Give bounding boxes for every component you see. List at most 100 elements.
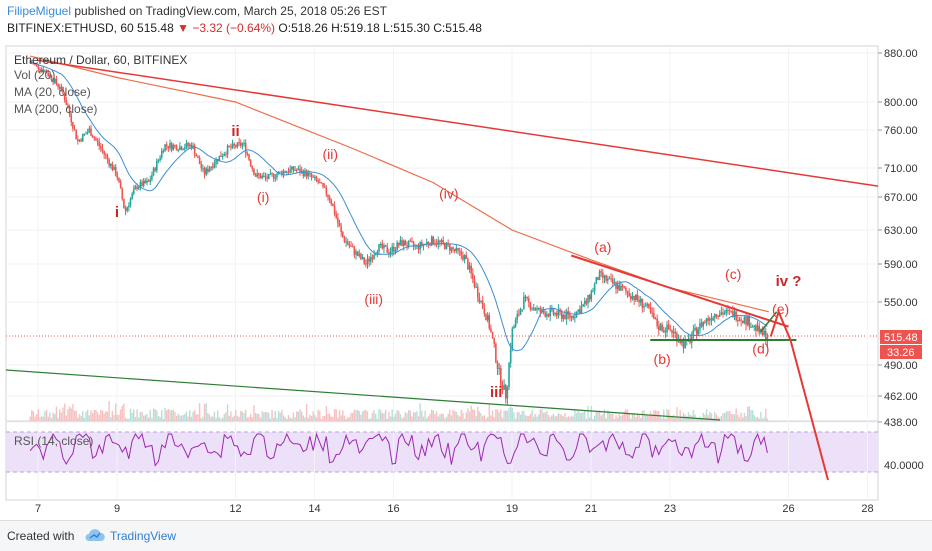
candle-body-189: [340, 226, 342, 233]
volume-bar-236: [417, 416, 420, 421]
candle-body-81: [162, 150, 165, 152]
candle-body-109: [208, 168, 211, 172]
candle-body-188: [338, 223, 341, 227]
candle-body-120: [226, 145, 229, 155]
volume-bar-300: [523, 410, 525, 421]
volume-bar-196: [351, 412, 354, 421]
volume-bar-126: [236, 415, 239, 421]
volume-bar-68: [141, 411, 143, 421]
volume-bar-112: [213, 411, 216, 421]
volume-bar-200: [358, 411, 360, 421]
candle-body-393: [676, 333, 678, 342]
volume-bar-399: [686, 416, 688, 421]
volume-bar-374: [644, 415, 647, 421]
trend-drawings: [5, 59, 879, 481]
price-axis[interactable]: 880.00 800.00 760.00 710.00 670.00 630.00 590.…: [878, 48, 918, 429]
candle-body-334: [579, 309, 581, 314]
tradingview-link[interactable]: TradingView: [110, 529, 177, 543]
candle-body-285: [498, 368, 500, 370]
author-name[interactable]: FilipeMiguel: [7, 4, 72, 18]
volume-bar-324: [562, 416, 565, 421]
volume-bar-135: [251, 417, 253, 421]
volume-bar-158: [289, 417, 291, 421]
volume-bar-294: [513, 412, 515, 421]
candle-body-432: [740, 319, 742, 321]
volume-bar-408: [700, 418, 703, 421]
time-axis[interactable]: 7 9 12 14 16 19 21 23 26 28: [35, 503, 874, 515]
volume-bar-447: [765, 408, 767, 421]
volume-bar-285: [498, 412, 500, 421]
volume-bar-429: [735, 408, 737, 421]
candle-body-202: [361, 257, 364, 260]
candle-body-64: [134, 186, 137, 190]
price-chart[interactable]: iii(i)(ii)(iii)(iv)iii(a)(b)(c)(d)(e)iv …: [0, 40, 932, 520]
candle-body-370: [638, 300, 640, 303]
candle-body-368: [634, 294, 637, 301]
candle-body-57: [123, 198, 125, 209]
volume-bar-147: [271, 409, 273, 421]
candle-body-286: [500, 368, 502, 386]
volume-bar-118: [223, 414, 226, 421]
volume-bar-190: [342, 410, 344, 421]
candle-body-104: [200, 164, 203, 169]
legend-vol: Vol (20): [14, 68, 55, 82]
time-tick-5: 19: [506, 503, 518, 515]
volume-bar-313: [544, 412, 546, 421]
candle-body-37: [90, 128, 92, 136]
volume-bar-361: [623, 411, 625, 421]
volume-bar-412: [707, 414, 709, 421]
candle-body-149: [274, 177, 277, 179]
candle-body-66: [137, 187, 140, 189]
volume-bar-182: [328, 413, 331, 421]
candle-body-248: [437, 240, 440, 245]
volume-bar-172: [312, 411, 314, 421]
price-tick-1: 800.00: [884, 97, 918, 109]
volume-bar-79: [159, 416, 161, 421]
volume-bar-214: [381, 413, 384, 421]
volume-bar-365: [630, 418, 632, 421]
candle-body-28: [75, 129, 77, 140]
candle-body-243: [429, 244, 431, 246]
candle-body-377: [649, 307, 652, 313]
candle-body-142: [263, 175, 265, 177]
volume-bar-224: [398, 410, 400, 421]
candle-body-385: [662, 330, 665, 332]
volume-bar-229: [406, 413, 408, 421]
volume-bar-270: [473, 409, 476, 421]
candle-body-232: [411, 241, 413, 243]
volume-bar-116: [220, 418, 222, 421]
volume-bar-191: [343, 415, 346, 421]
volume-bar-148: [272, 417, 275, 421]
candle-body-259: [455, 247, 458, 251]
volume-bar-414: [710, 413, 713, 421]
volume-bar-89: [175, 415, 178, 421]
volume-bar-189: [340, 415, 342, 421]
legend-ma200: MA (200, close): [14, 102, 97, 116]
volume-bar-65: [136, 409, 138, 421]
candle-body-435: [745, 316, 747, 325]
volume-bar-22: [65, 415, 68, 421]
price-change: −3.32 (−0.64%): [192, 21, 276, 35]
candle-body-434: [743, 316, 746, 324]
candle-body-169: [307, 173, 310, 177]
wave-label-6: iii: [490, 384, 503, 401]
volume-bar-17: [57, 417, 59, 421]
price-tick-5: 630.00: [884, 225, 918, 237]
candle-body-230: [407, 240, 410, 247]
volume-bar-159: [291, 418, 293, 421]
volume-bar-305: [531, 409, 533, 421]
candle-body-260: [457, 247, 459, 251]
volume-bar-163: [297, 411, 300, 421]
candle-body-173: [314, 176, 316, 178]
candle-body-19: [60, 86, 63, 89]
candle-body-381: [656, 318, 658, 327]
volume-bar-242: [427, 416, 430, 421]
candle-body-178: [322, 183, 324, 187]
volume-bar-273: [478, 411, 481, 421]
rsi-series: [29, 432, 768, 467]
volume-bar-127: [238, 416, 240, 421]
volume-bar-420: [720, 416, 723, 421]
candle-body-18: [58, 86, 61, 89]
volume-bar-351: [607, 410, 609, 421]
volume-bar-299: [521, 411, 523, 421]
